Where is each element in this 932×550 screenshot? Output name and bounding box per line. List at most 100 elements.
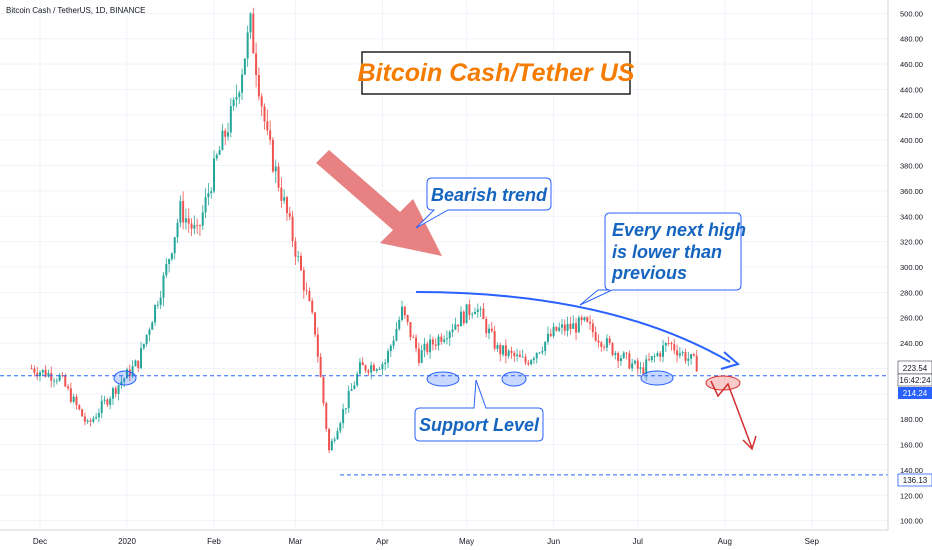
- y-tick-label: 300.00: [900, 263, 923, 272]
- y-tick-label: 400.00: [900, 136, 923, 145]
- x-tick-label: Aug: [718, 537, 732, 546]
- candle-down: [36, 372, 39, 377]
- candle-down: [361, 362, 364, 366]
- low-price-label: 136.13: [903, 476, 928, 485]
- candle-down: [106, 399, 109, 405]
- candle-up: [213, 158, 215, 192]
- candle-up: [140, 348, 143, 369]
- candle-up: [58, 375, 61, 381]
- candle-down: [603, 346, 606, 348]
- candle-up: [342, 409, 345, 424]
- candle-up: [474, 312, 476, 315]
- lower-high-callout: Every next high is lower than previous: [579, 212, 746, 306]
- candle-up: [541, 350, 544, 353]
- x-tick-label: Mar: [288, 537, 302, 546]
- time-axis[interactable]: Dec 2020 Feb Mar Apr May Jun Jul Aug Sep: [0, 529, 888, 550]
- y-tick-label: 420.00: [900, 111, 923, 120]
- candle-up: [507, 350, 510, 356]
- candle-up: [465, 304, 468, 324]
- candle-down: [504, 345, 507, 356]
- candle-down: [255, 53, 258, 75]
- x-tick-label: May: [459, 537, 474, 546]
- candle-up: [375, 369, 378, 371]
- lower-high-text-line3: previous: [611, 263, 687, 283]
- candle-up: [544, 341, 547, 351]
- candle-down: [493, 331, 496, 349]
- y-tick-label: 440.00: [900, 85, 923, 94]
- candle-down: [137, 360, 140, 369]
- candle-down: [628, 353, 631, 369]
- candle-up: [131, 366, 134, 377]
- candle-up: [561, 324, 563, 328]
- candle-up: [134, 360, 137, 367]
- candle-down: [611, 342, 614, 356]
- candle-up: [339, 423, 342, 432]
- candle-down: [114, 388, 117, 394]
- candle-down: [575, 323, 578, 333]
- candle-up: [558, 327, 561, 331]
- time-axis-labels: Dec 2020 Feb Mar Apr May Jun Jul Aug Sep: [33, 537, 820, 546]
- candle-up: [681, 352, 684, 354]
- candle-down: [648, 359, 650, 361]
- candle-down: [518, 354, 521, 357]
- candle-up: [577, 317, 580, 333]
- candle-up: [387, 351, 389, 363]
- candle-down: [659, 353, 662, 357]
- candle-up: [445, 338, 448, 340]
- candle-up: [241, 74, 244, 93]
- candle-down: [271, 139, 274, 172]
- price-badges: 223.54 16:42:24 214.24 136.13: [897, 360, 932, 487]
- candle-up: [55, 380, 58, 382]
- support-break-marker: [705, 375, 741, 391]
- candle-down: [364, 365, 367, 371]
- candle-down: [670, 343, 673, 345]
- candle-down: [30, 368, 33, 370]
- candle-up: [516, 354, 519, 357]
- candle-down: [67, 386, 70, 389]
- candle-down: [372, 365, 375, 371]
- candle-down: [589, 321, 592, 324]
- candle-up: [243, 58, 246, 75]
- y-tick-label: 480.00: [900, 35, 923, 44]
- x-tick-label: Feb: [207, 537, 221, 546]
- candle-down: [468, 304, 471, 315]
- candle-down: [431, 339, 434, 345]
- price-axis-background: [888, 0, 932, 550]
- candle-up: [47, 372, 50, 377]
- candle-up: [117, 385, 120, 394]
- candle-down: [608, 338, 611, 343]
- candle-down: [426, 343, 429, 353]
- candle-down: [636, 360, 639, 369]
- candle-down: [684, 352, 687, 361]
- candle-up: [443, 339, 446, 342]
- countdown-label: 16:42:24: [899, 376, 931, 385]
- candle-down: [316, 334, 319, 357]
- candle-up: [297, 255, 300, 257]
- candle-up: [572, 323, 575, 329]
- countdown-badge: [897, 373, 932, 387]
- candle-down: [417, 348, 420, 363]
- candle-down: [89, 420, 92, 422]
- candle-down: [300, 255, 302, 271]
- candle-up: [283, 197, 286, 201]
- candle-down: [490, 328, 493, 332]
- candle-up: [207, 193, 210, 198]
- candle-up: [356, 373, 359, 386]
- candle-up: [227, 132, 230, 137]
- candle-down: [409, 322, 412, 337]
- candle-up: [330, 440, 333, 451]
- support-touch-marker: [501, 371, 527, 387]
- candle-up: [395, 328, 398, 341]
- candle-down: [75, 396, 78, 406]
- candle-up: [347, 390, 350, 409]
- candle-up: [429, 339, 432, 353]
- candle-up: [126, 369, 128, 379]
- candle-up: [111, 388, 114, 399]
- price-axis[interactable]: 500.00 480.00 460.00 440.00 420.00 400.00 380.…: [887, 0, 932, 550]
- candle-down: [64, 375, 67, 387]
- support-touch-markers: [113, 370, 741, 391]
- candle-down: [187, 218, 190, 224]
- y-tick-label: 280.00: [900, 288, 923, 297]
- candle-down: [485, 318, 488, 334]
